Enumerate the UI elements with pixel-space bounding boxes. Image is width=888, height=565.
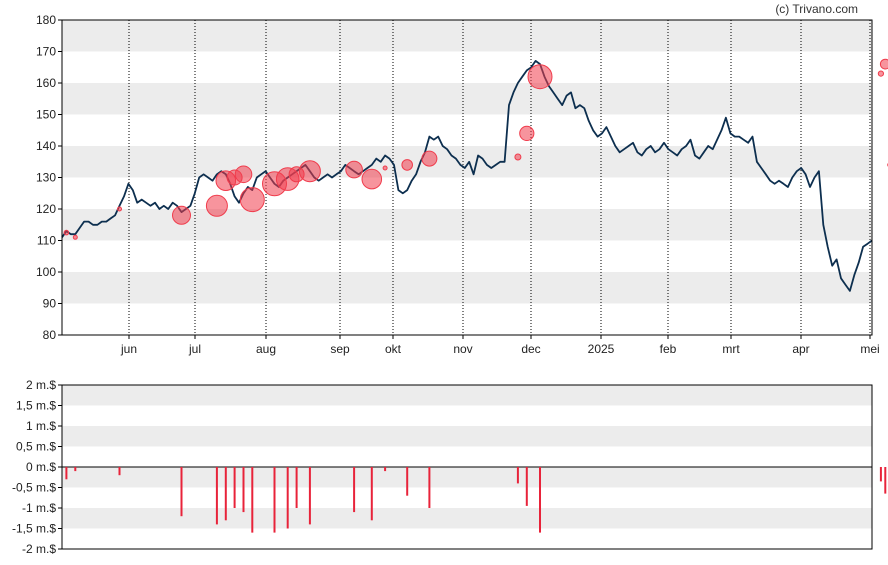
x-tick-label: jul <box>188 342 201 356</box>
y-tick-label: 90 <box>43 297 57 311</box>
x-tick-label: 2025 <box>588 342 615 356</box>
y-tick-label: 2 m.$ <box>26 378 56 392</box>
y-tick-label: 180 <box>36 13 56 27</box>
x-tick-label: nov <box>453 342 472 356</box>
y-tick-label: -1 m.$ <box>22 501 56 515</box>
x-tick-label: apr <box>792 342 809 356</box>
x-tick-label: mei <box>860 342 879 356</box>
y-tick-label: 1 m.$ <box>26 419 56 433</box>
transaction-bubble <box>172 205 191 225</box>
x-tick-label: sep <box>330 342 350 356</box>
y-tick-label: 130 <box>36 171 56 185</box>
x-tick-label: feb <box>660 342 677 356</box>
y-tick-label: 140 <box>36 139 56 153</box>
x-tick-label: okt <box>385 342 402 356</box>
y-tick-label: -2 m.$ <box>22 542 56 556</box>
transaction-bubble <box>519 125 535 141</box>
x-tick-label: aug <box>256 342 276 356</box>
y-tick-label: 100 <box>36 265 56 279</box>
transaction-bubble <box>239 187 265 213</box>
y-tick-label: 110 <box>37 234 56 248</box>
x-tick-label: jun <box>120 342 137 356</box>
x-tick-label: mrt <box>722 342 740 356</box>
transaction-bubble <box>361 168 383 190</box>
y-tick-label: -1,5 m.$ <box>12 522 56 536</box>
transaction-bubble <box>401 159 414 171</box>
grid-band <box>62 20 872 52</box>
transaction-bubble <box>382 165 388 171</box>
transaction-bubble <box>63 229 70 236</box>
transaction-bubble <box>72 234 78 240</box>
grid-band <box>62 272 872 304</box>
grid-band <box>62 426 872 447</box>
y-tick-label: 1,5 m.$ <box>16 399 56 413</box>
credit-label: (c) Trivano.com <box>775 2 858 16</box>
x-tick-label: dec <box>521 342 540 356</box>
transaction-bubble <box>205 194 228 217</box>
y-tick-label: 0 m.$ <box>26 460 56 474</box>
grid-band <box>62 467 872 488</box>
price-line <box>61 60 873 292</box>
y-tick-label: 80 <box>43 328 57 342</box>
grid-band <box>62 146 872 178</box>
transaction-bubble <box>117 206 122 212</box>
grid-band <box>62 508 872 529</box>
transaction-bubble <box>879 58 888 70</box>
transaction-bubble <box>298 160 321 183</box>
transaction-bubble <box>877 70 885 77</box>
transaction-bubble <box>234 165 253 184</box>
transaction-bubble <box>514 153 522 161</box>
transaction-bubble <box>527 64 553 90</box>
y-tick-label: 0,5 m.$ <box>16 440 56 454</box>
y-tick-label: 170 <box>36 45 56 59</box>
transaction-bubble <box>345 160 363 179</box>
y-tick-label: 150 <box>36 108 56 122</box>
grid-band <box>62 209 872 241</box>
y-tick-label: 160 <box>36 76 56 90</box>
y-tick-label: -0,5 m.$ <box>12 481 56 495</box>
transaction-bubble <box>421 150 438 167</box>
grid-band <box>62 83 872 115</box>
y-tick-label: 120 <box>36 202 56 216</box>
grid-band <box>62 385 872 406</box>
